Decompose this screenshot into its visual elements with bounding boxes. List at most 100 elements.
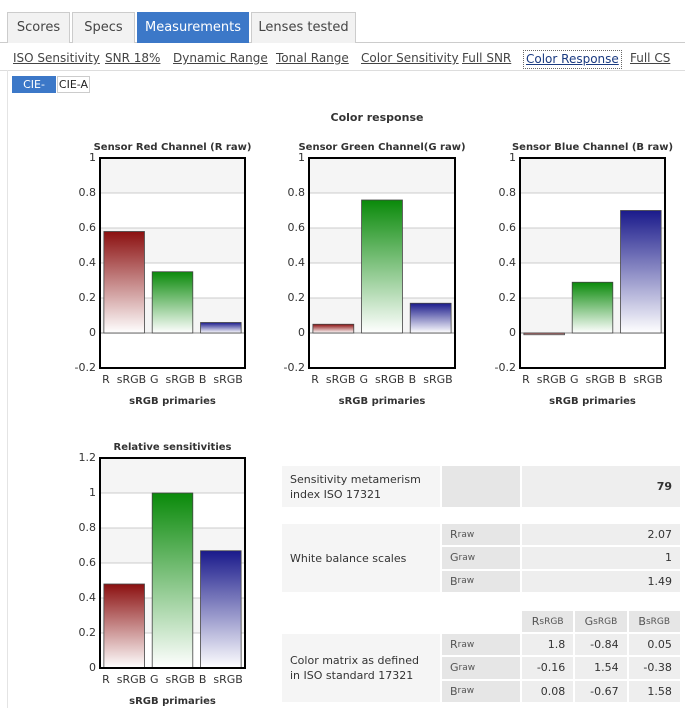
table-value: 79 <box>521 465 681 508</box>
label-main: B <box>450 574 458 588</box>
chart-title: Sensor Red Channel (R raw) <box>94 142 252 153</box>
grid-band <box>100 458 245 493</box>
bar <box>361 199 403 334</box>
subtab[interactable]: Full SNR <box>462 51 512 65</box>
content-border <box>7 70 8 708</box>
label-main: R <box>450 638 458 652</box>
label-main: G <box>584 615 594 628</box>
label-sub: sRGB <box>593 616 618 627</box>
row-label: G raw <box>441 546 521 570</box>
y-tick-label: 0.6 <box>79 556 97 569</box>
y-tick-label: 0 <box>89 661 96 674</box>
bar <box>200 550 242 669</box>
column-header: B sRGB <box>627 610 681 633</box>
y-tick-label: 0 <box>298 326 305 339</box>
row-label: G raw <box>441 656 521 680</box>
tab-active[interactable]: Measurements <box>137 12 249 43</box>
y-tick-label: 0 <box>89 326 96 339</box>
label-sub: raw <box>458 552 476 563</box>
table-label: White balance scales <box>281 523 441 593</box>
subtab[interactable]: Tonal Range <box>276 51 349 65</box>
subtab[interactable]: ISO Sensitivity <box>13 51 100 65</box>
illuminant[interactable]: CIE-A <box>57 76 90 93</box>
y-tick-label: -0.2 <box>284 361 305 374</box>
y-tick-label: 0.2 <box>288 291 306 304</box>
grid-band <box>309 158 455 193</box>
x-tick-label: B sRGB <box>409 373 453 386</box>
x-tick-label: R sRGB <box>311 373 355 386</box>
x-tick-label: R sRGB <box>522 373 566 386</box>
table-value: -0.67 <box>574 679 628 703</box>
x-tick-label: G sRGB <box>150 373 195 386</box>
section-title: Color response <box>331 111 424 124</box>
table-value: 2.07 <box>521 523 681 547</box>
bar <box>151 492 194 669</box>
bar <box>312 323 355 334</box>
label-sub: sRGB <box>645 616 671 627</box>
subtab-active[interactable]: Color Response <box>523 50 622 69</box>
y-tick-label: 0.2 <box>79 626 97 639</box>
label-main: R <box>450 528 458 542</box>
row-label: B raw <box>441 679 521 703</box>
tab[interactable]: Specs <box>72 12 135 43</box>
bar <box>620 210 662 334</box>
table-value: 1.58 <box>627 679 681 703</box>
y-tick-label: 0.8 <box>288 186 306 199</box>
row-label: B raw <box>441 569 521 593</box>
bar <box>200 322 242 334</box>
subtab[interactable]: Color Sensitivity <box>361 51 459 65</box>
label-sub: sRGB <box>539 616 564 627</box>
grid-band <box>100 158 245 193</box>
tab[interactable]: Scores <box>7 12 70 43</box>
y-tick-label: 1 <box>298 151 305 164</box>
label-main: R <box>531 615 540 628</box>
x-tick-label: G sRGB <box>150 673 195 686</box>
label-sub: raw <box>457 639 475 650</box>
subtab-rule <box>0 70 685 71</box>
plot-frame <box>99 457 246 669</box>
label-sub: raw <box>457 686 475 697</box>
grid-band <box>520 158 665 193</box>
subtab[interactable]: Full CS <box>630 51 671 65</box>
table-value: 1.49 <box>521 569 681 593</box>
table-value: 1.54 <box>574 656 628 680</box>
y-tick-label: 0.8 <box>499 186 517 199</box>
x-tick-label: R sRGB <box>102 673 146 686</box>
table-value: -0.84 <box>574 633 628 657</box>
x-tick-label: B sRGB <box>619 373 663 386</box>
x-tick-label: B sRGB <box>199 673 243 686</box>
subtab[interactable]: SNR 18% <box>105 51 161 65</box>
table-value: -0.38 <box>627 656 681 680</box>
table-label: Color matrix as defined in ISO standard … <box>281 633 441 703</box>
x-tick-label: G sRGB <box>570 373 615 386</box>
bar <box>151 271 194 334</box>
y-tick-label: 0.8 <box>79 186 97 199</box>
x-axis-label: sRGB primaries <box>549 396 636 407</box>
label-sub: raw <box>458 662 476 673</box>
table-value: 1.8 <box>521 633 575 657</box>
plot-frame <box>519 157 666 369</box>
y-tick-label: 0.8 <box>79 521 97 534</box>
tab[interactable]: Lenses tested <box>251 12 356 43</box>
y-tick-label: 0.6 <box>499 221 517 234</box>
plot-frame <box>99 157 246 369</box>
y-tick-label: 0.4 <box>79 256 97 269</box>
label-main: G <box>450 551 459 565</box>
x-axis-label: sRGB primaries <box>129 396 216 407</box>
bar <box>409 302 452 334</box>
y-tick-label: 0.2 <box>79 291 97 304</box>
illuminant-active[interactable]: CIE-D50 <box>12 76 56 106</box>
y-tick-label: 0.6 <box>79 221 97 234</box>
x-tick-label: R sRGB <box>102 373 146 386</box>
y-tick-label: 0.2 <box>499 291 517 304</box>
y-tick-label: 0 <box>509 326 516 339</box>
row-label: R raw <box>441 523 521 547</box>
row-label: R raw <box>441 633 521 657</box>
label-sub: raw <box>457 576 475 587</box>
subtab[interactable]: Dynamic Range <box>173 51 268 65</box>
bar <box>571 281 614 334</box>
label-main: G <box>450 661 459 675</box>
label-sub: raw <box>457 529 475 540</box>
